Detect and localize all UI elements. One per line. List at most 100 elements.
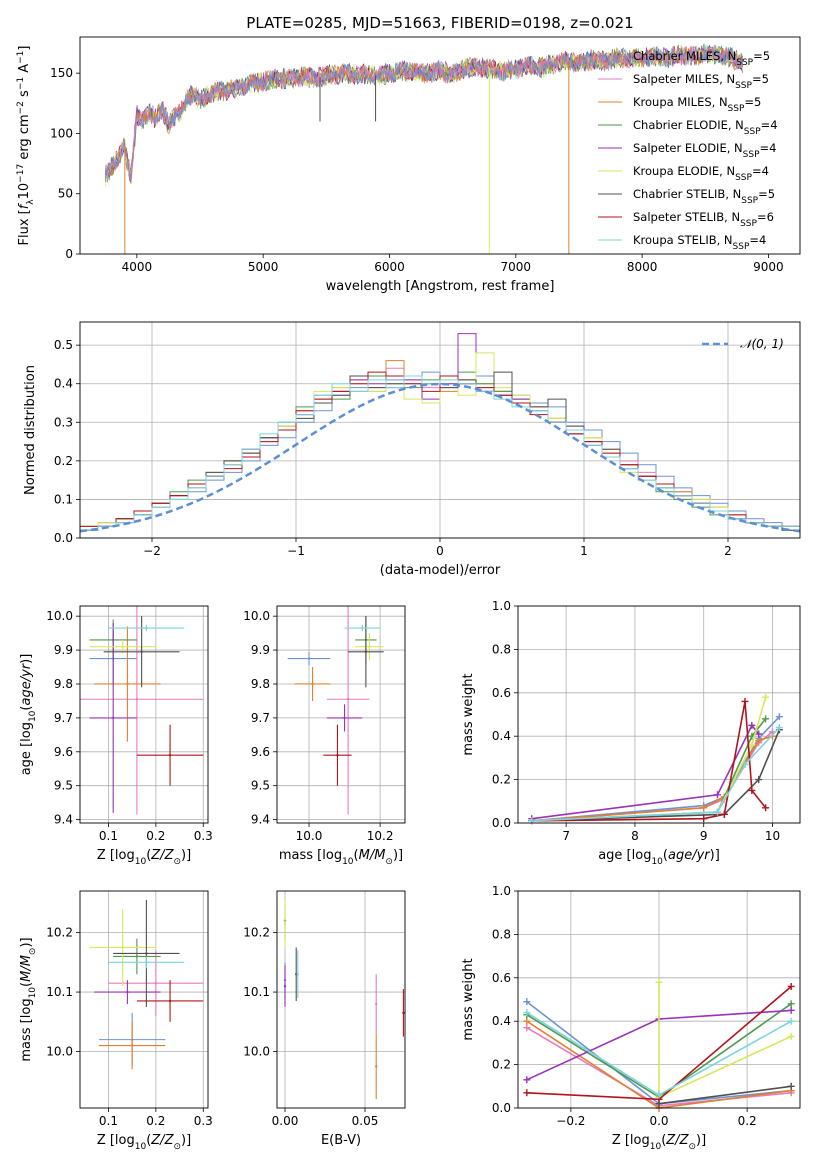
x-tick-label: 0.1	[99, 829, 118, 843]
x-axis-label-part: Z/Z	[665, 1133, 689, 1148]
legend-ssp-count: =4	[761, 118, 778, 132]
legend-model-name: Chabrier ELODIE, N	[633, 118, 744, 132]
data-point	[368, 645, 371, 648]
y-axis-label-part: −1	[16, 77, 26, 90]
data-point	[140, 650, 143, 653]
x-tick-label: 4000	[122, 260, 153, 274]
residual-histogram-step	[80, 371, 800, 531]
x-axis-label: Z [log10(Z/Z⊙)]	[97, 848, 191, 867]
data-point	[126, 682, 129, 686]
axes-frame	[276, 890, 406, 1109]
y-axis-label-part: mass [log	[19, 998, 34, 1061]
x-tick-label: 8	[631, 829, 639, 843]
data-point	[145, 952, 148, 955]
y-tick-label: 9.7	[251, 711, 270, 725]
x-axis-label-part: (	[663, 848, 668, 863]
legend-ssp-count: =4	[760, 141, 777, 155]
y-tick-label: 10.2	[46, 926, 73, 940]
x-tick-label: 0	[436, 544, 444, 558]
plot-area	[287, 606, 384, 815]
weight-marker	[700, 804, 708, 812]
x-axis-label: (data-model)/error	[380, 563, 501, 578]
y-tick-label: 9.8	[251, 677, 270, 691]
weight-marker	[523, 1089, 531, 1097]
y-axis-label-part: 10	[28, 710, 38, 722]
x-axis-label-part: )]	[710, 848, 720, 863]
legend-model-name: Kroupa ELODIE, N	[633, 164, 735, 178]
y-tick-label: 0.0	[492, 816, 511, 830]
y-tick-label: 9.7	[54, 711, 73, 725]
residual-histogram-step	[80, 371, 800, 531]
data-point	[361, 626, 364, 630]
weight-series-line	[531, 696, 767, 822]
x-tick-label: 10.2	[367, 829, 394, 843]
legend-model-name: Salpeter MILES, N	[633, 72, 735, 86]
weight-marker	[523, 1024, 531, 1032]
x-axis-label-part: (	[146, 848, 151, 863]
y-tick-label: 0.0	[54, 531, 73, 545]
weight-marker	[762, 715, 770, 723]
data-point	[111, 716, 115, 720]
weight-marker	[713, 808, 721, 816]
weight-marker	[755, 730, 763, 738]
y-axis-label-part: age [log	[19, 722, 34, 775]
y-tick-label: 9.9	[54, 643, 73, 657]
x-axis-label-part: E(B-V)	[321, 1133, 361, 1148]
spectrum-series-line	[104, 46, 744, 184]
legend-entry: Kroupa ELODIE, NSSP=4	[633, 164, 769, 183]
weight-series-line	[531, 729, 781, 822]
x-tick-label: 0.3	[194, 829, 213, 843]
weight-marker	[720, 810, 728, 818]
axes-frame	[79, 321, 801, 539]
weight-marker	[787, 1000, 795, 1008]
legend-ssp-count: =4	[749, 233, 766, 247]
figure-title: PLATE=0285, MJD=51663, FIBERID=0198, z=0…	[246, 14, 633, 32]
weight-marker	[748, 721, 756, 729]
x-tick-label: −2	[143, 544, 161, 558]
y-tick-label: 0.6	[492, 686, 511, 700]
y-tick-label: 10.1	[46, 985, 73, 999]
y-axis-label: mass weight	[461, 673, 476, 755]
legend-model-name: Kroupa MILES, N	[633, 95, 728, 109]
x-axis-label-part: Z/Z	[150, 848, 174, 863]
x-tick-label: 0.2	[146, 1114, 165, 1128]
spectrum-panel: 4000 5000 6000 7000 8000 9000 0 50 100 150 wavelen…	[16, 36, 801, 294]
y-tick-label: 0.8	[492, 927, 511, 941]
legend-ssp-subscript: SSP	[743, 150, 760, 160]
legend-entry: Chabrier STELIB, NSSP=5	[633, 187, 775, 206]
legend-entry: Salpeter STELIB, NSSP=6	[633, 210, 774, 229]
y-tick-label: 0.4	[492, 1014, 511, 1028]
legend-entry: Chabrier ELODIE, NSSP=4	[633, 118, 778, 137]
x-axis-label: E(B-V)	[321, 1133, 361, 1148]
plot-area	[80, 333, 800, 533]
x-axis-label-part: 10	[135, 1142, 147, 1152]
data-point	[145, 626, 148, 630]
gaussian-reference-curve	[80, 382, 800, 533]
plot-area	[80, 606, 204, 815]
x-axis-label-part: ⊙	[173, 857, 181, 867]
legend-ssp-subscript: SSP	[740, 219, 757, 229]
x-axis-label-part: )]	[181, 1133, 191, 1148]
x-axis-label-part: (	[354, 848, 359, 863]
weight-marker	[787, 1006, 795, 1014]
weight-marker	[741, 760, 749, 768]
y-tick-label: 0.5	[54, 338, 73, 352]
legend-ssp-subscript: SSP	[735, 81, 752, 91]
x-axis-label: wavelength [Angstrom, rest frame]	[326, 279, 555, 294]
data-point	[126, 990, 129, 994]
weight-marker	[787, 1032, 795, 1040]
data-point	[375, 1002, 378, 1006]
x-axis-label-part: (data-model)/error	[380, 563, 501, 578]
x-axis-label-part: 10	[651, 857, 663, 867]
weight-series-line	[531, 701, 767, 822]
y-axis-label-part: λ	[26, 199, 36, 205]
x-tick-label: 5000	[248, 260, 279, 274]
data-point	[343, 716, 346, 720]
x-tick-label: 0.2	[146, 829, 165, 843]
weight-marker	[775, 713, 783, 721]
axes-frame	[517, 605, 801, 824]
data-point	[154, 981, 158, 985]
y-tick-label: 1.0	[492, 599, 511, 613]
plot-area	[523, 978, 795, 1112]
